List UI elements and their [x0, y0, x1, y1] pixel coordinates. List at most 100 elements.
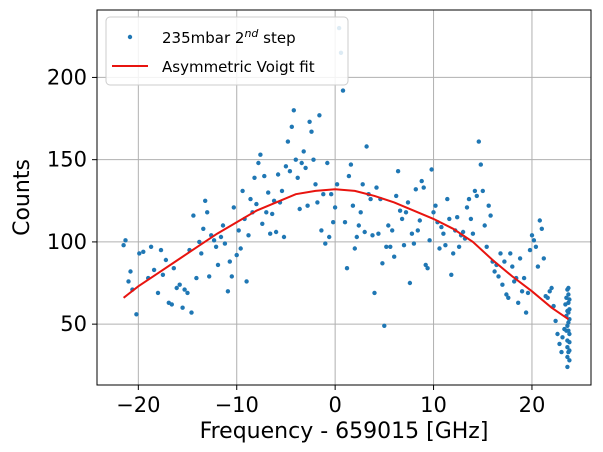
scatter-point	[256, 160, 261, 166]
scatter-point	[182, 287, 187, 292]
plot-frame	[96, 9, 592, 386]
scatter-point	[565, 364, 570, 370]
scatter-point	[482, 223, 487, 228]
scatter-point	[480, 188, 485, 194]
scatter-point	[519, 289, 525, 294]
scatter-point	[529, 233, 535, 238]
scatter-point	[254, 201, 259, 207]
legend-scatter-marker	[127, 34, 133, 40]
scatter-point	[262, 173, 267, 179]
scatter-point	[189, 310, 194, 315]
scatter-point	[456, 244, 462, 249]
scatter-point	[409, 231, 415, 236]
scatter-point	[305, 203, 310, 208]
scatter-point	[370, 233, 375, 238]
scatter-point	[523, 310, 529, 315]
scatter-point	[155, 290, 161, 296]
x-tick-label: −10	[215, 393, 259, 417]
scatter-point	[455, 215, 460, 220]
scatter-point	[516, 300, 521, 305]
scatter-point	[220, 223, 226, 228]
scatter-point	[151, 267, 157, 273]
scatter-point	[222, 241, 228, 246]
scatter-point	[148, 244, 154, 249]
scatter-point	[352, 246, 357, 251]
scatter-point	[555, 331, 560, 337]
scatter-point	[180, 305, 185, 310]
scatter-point	[413, 187, 418, 192]
scatter-point	[303, 165, 308, 171]
scatter-point	[496, 274, 501, 279]
scatter-point	[549, 285, 554, 291]
scatter-point	[431, 210, 436, 215]
scatter-point	[429, 167, 434, 172]
scatter-point	[342, 220, 348, 225]
scatter-point	[405, 200, 411, 205]
scatter-point	[401, 243, 407, 248]
scatter-point	[474, 193, 479, 199]
x-tick-label: 10	[420, 393, 447, 417]
scatter-point	[121, 243, 126, 248]
scatter-point	[358, 210, 363, 215]
scatter-point	[234, 252, 239, 258]
scatter-point	[531, 238, 537, 243]
scatter-point	[521, 275, 527, 281]
scatter-point	[236, 228, 241, 233]
scatter-point	[382, 323, 387, 328]
scatter-point	[281, 234, 287, 240]
scatter-point	[201, 226, 206, 231]
scatter-point	[160, 272, 166, 277]
scatter-point	[567, 358, 572, 363]
scatter-point	[411, 241, 417, 246]
scatter-point	[185, 290, 190, 296]
x-tick-label: 20	[519, 393, 546, 417]
scatter-point	[533, 244, 539, 249]
scatter-point	[309, 129, 314, 134]
x-axis-ticks: −20 −10 0 10 20	[116, 385, 545, 417]
y-tick-label: 200	[47, 65, 87, 89]
scatter-point	[289, 124, 294, 129]
scatter-point	[332, 205, 338, 210]
scatter-point	[213, 244, 219, 249]
scatter-point	[553, 318, 558, 324]
fit-line	[122, 188, 569, 321]
scatter-point	[293, 157, 298, 162]
scatter-point	[215, 262, 221, 268]
scatter-point	[266, 190, 271, 195]
fit-line-group	[122, 188, 569, 321]
scatter-point	[141, 249, 146, 254]
scatter-point	[508, 251, 513, 256]
scatter-point	[225, 289, 231, 294]
scatter-point	[421, 185, 426, 190]
legend-scatter-label-prefix: 235mbar 2	[162, 29, 244, 47]
scatter-point	[380, 261, 385, 266]
scatter-point	[419, 178, 424, 184]
scatter-point	[244, 279, 249, 284]
scatter-point	[319, 228, 324, 233]
scatter-point	[174, 285, 179, 291]
y-tick-label: 150	[47, 148, 87, 172]
scatter-point	[248, 196, 253, 202]
scatter-point	[126, 279, 131, 284]
scatter-point	[301, 149, 306, 154]
y-axis-label: Counts	[10, 159, 35, 236]
scatter-point	[374, 185, 379, 190]
scatter-point	[502, 259, 507, 264]
scatter-point	[498, 251, 503, 256]
scatter-point	[566, 292, 571, 297]
scatter-point	[565, 308, 570, 314]
scatter-point	[331, 220, 336, 225]
scatter-point	[537, 218, 542, 223]
scatter-point	[334, 182, 340, 187]
x-axis-label: Frequency - 659015 [GHz]	[200, 419, 489, 444]
scatter-point	[565, 287, 570, 292]
scatter-point	[246, 233, 251, 238]
scatter-point	[547, 289, 552, 294]
scatter-point	[567, 340, 572, 345]
scatter-point	[229, 274, 234, 279]
scatter-point	[478, 162, 483, 167]
scatter-point	[512, 279, 517, 284]
scatter-point	[252, 175, 257, 180]
scatter-point	[439, 224, 444, 230]
scatter-point	[270, 211, 275, 217]
